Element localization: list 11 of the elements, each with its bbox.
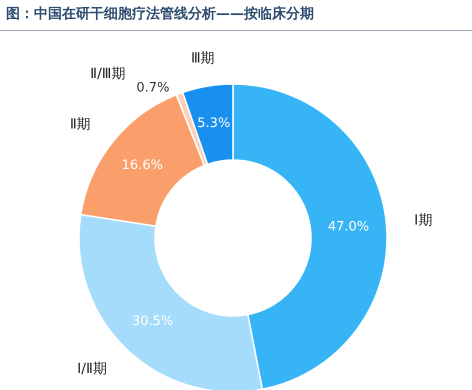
slice-label: Ⅱ/Ⅲ期 [90,66,126,82]
slice-label: Ⅰ期 [414,212,432,229]
data-label: 5.3% [197,116,230,132]
slice-label: Ⅲ期 [191,50,215,67]
slice-label: Ⅰ/Ⅱ期 [77,361,107,378]
chart-title: 图：中国在研干细胞疗法管线分析——按临床分期 [6,5,314,23]
data-label: 16.6% [122,158,163,174]
data-label: 0.7% [136,80,170,96]
data-label: 47.0% [328,219,370,234]
slice-label: Ⅱ期 [70,116,91,133]
data-label: 30.5% [132,314,174,330]
